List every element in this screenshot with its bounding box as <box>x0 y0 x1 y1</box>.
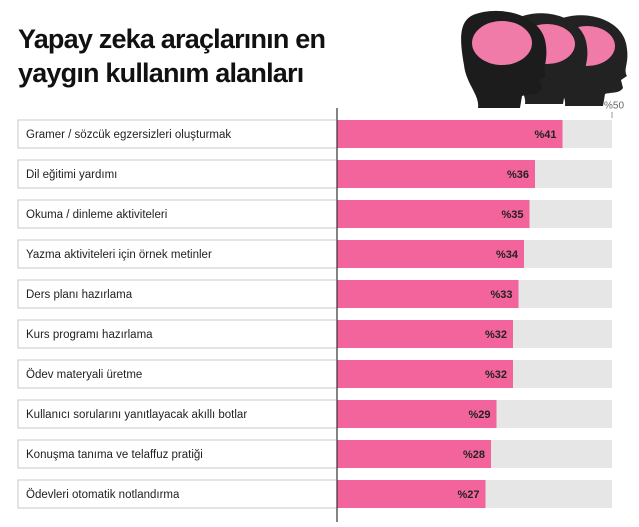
bar <box>337 440 491 468</box>
brain-heads-illustration <box>461 10 628 109</box>
category-label: Okuma / dinleme aktiviteleri <box>26 209 167 221</box>
label-box <box>17 319 338 349</box>
value-label: %34 <box>496 249 519 261</box>
category-label: Ödevleri otomatik notlandırma <box>26 489 180 501</box>
value-label: %35 <box>501 209 523 221</box>
bar <box>337 200 530 228</box>
value-label: %36 <box>507 169 529 181</box>
category-label: Kullanıcı sorularını yanıtlayacak akıllı… <box>26 409 247 421</box>
category-label: Konuşma tanıma ve telaffuz pratiği <box>26 449 203 461</box>
value-label: %27 <box>457 489 479 501</box>
label-box <box>17 119 338 149</box>
category-label: Ders planı hazırlama <box>26 289 133 301</box>
value-label: %28 <box>463 449 485 461</box>
category-label: Gramer / sözcük egzersizleri oluşturmak <box>26 129 231 141</box>
bar <box>337 120 563 148</box>
value-label: %32 <box>485 329 507 341</box>
chart-title: Yapay zeka araçlarının en yaygın kullanı… <box>18 24 326 88</box>
value-label: %29 <box>468 409 490 421</box>
label-box <box>17 359 338 389</box>
bar <box>337 320 513 348</box>
value-label: %32 <box>485 369 507 381</box>
category-label: Ödev materyali üretme <box>26 369 142 381</box>
category-label: Yazma aktiviteleri için örnek metinler <box>26 249 212 261</box>
bar <box>337 400 497 428</box>
bar <box>337 280 519 308</box>
category-label: Kurs programı hazırlama <box>26 329 153 341</box>
bar <box>337 160 535 188</box>
label-box <box>17 279 338 309</box>
bar <box>337 360 513 388</box>
bar <box>337 240 524 268</box>
label-box <box>17 399 338 429</box>
category-label: Dil eğitimi yardımı <box>26 169 117 181</box>
value-label: %33 <box>490 289 512 301</box>
value-label: %41 <box>534 129 556 141</box>
label-box <box>17 439 338 469</box>
x-tick-label: %50 <box>604 101 624 112</box>
bar <box>337 480 486 508</box>
